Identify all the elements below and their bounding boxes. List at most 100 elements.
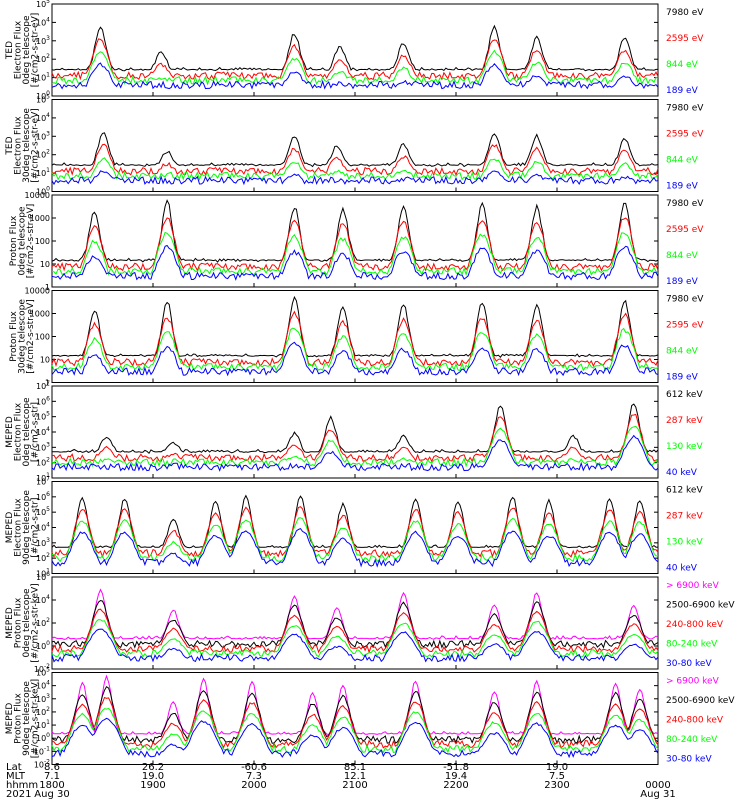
y-tick-label: 105: [36, 94, 50, 105]
legend-entry: 80-240 keV: [666, 640, 718, 650]
legend-entry: 844 eV: [666, 347, 699, 357]
x-annotation-hhmm: 2000: [241, 780, 266, 791]
y-axis-label: [#/cm2-s-str-eV]: [31, 108, 41, 183]
x-annotation-date: Aug 30: [34, 789, 69, 800]
series-line-1: [51, 588, 659, 640]
y-tick-label: 105: [36, 667, 50, 678]
panel-frame: [51, 576, 659, 670]
x-annotation-hhmm: 2100: [342, 780, 367, 791]
series-line-1: [51, 24, 658, 72]
row-label-hhmm: hhmm: [6, 780, 38, 791]
y-axis-label: TED: [5, 136, 15, 155]
y-tick-label: 103: [36, 441, 50, 452]
legend-entry: 40 keV: [666, 468, 698, 478]
series-line-3: [51, 231, 659, 277]
y-tick-label: 103: [36, 130, 50, 141]
y-axis-label: 0deg telescope: [22, 588, 32, 658]
series-line-3: [51, 608, 659, 654]
legend-entry: 40 keV: [666, 564, 698, 574]
x-annotation-mlt: 19.0: [142, 771, 164, 782]
y-axis-label: [#/cm2-s-str]: [31, 497, 41, 557]
row-label-lat: Lat: [6, 762, 22, 773]
y-axis-label: [#/cm2-s-str]: [31, 402, 41, 462]
y-tick-label: 1000: [30, 214, 50, 223]
y-axis-label: Proton Flux: [14, 597, 24, 648]
y-axis-label: TED: [5, 41, 15, 60]
series-line-3: [51, 157, 659, 182]
y-tick-label: 104: [36, 426, 50, 437]
y-tick-label: 1000: [30, 310, 50, 319]
x-annotation-mlt: 7.5: [549, 771, 565, 782]
legend-entry: 189 eV: [666, 277, 699, 287]
y-tick-label: 101: [36, 719, 50, 730]
y-axis-label: 90deg telescope: [22, 490, 32, 565]
panel-frame: [51, 672, 659, 765]
y-tick-label: 105: [36, 411, 50, 422]
y-tick-label: 104: [36, 522, 50, 533]
y-axis-label: 90deg telescope: [22, 681, 32, 756]
y-axis-label: Electron Flux: [14, 20, 24, 79]
series-line-2: [51, 599, 659, 649]
y-tick-label: 10-2: [34, 663, 50, 674]
x-annotation-lat: -60.6: [241, 762, 267, 773]
x-annotation-lat: 19.0: [546, 762, 568, 773]
x-annotation-hhmm: 2200: [443, 780, 468, 791]
series-line-5: [51, 717, 659, 759]
legend-entry: 189 eV: [666, 373, 699, 383]
legend-entry: 7980 eV: [666, 295, 704, 305]
x-annotation-mlt: 7.1: [44, 771, 60, 782]
legend-entry: 7980 eV: [666, 8, 704, 18]
legend-entry: 2595 eV: [666, 321, 704, 331]
legend-entry: 2595 eV: [666, 130, 704, 140]
y-tick-label: 103: [36, 537, 50, 548]
y-tick-label: 100: [36, 732, 50, 743]
x-annotation-date: Aug 31: [640, 789, 675, 800]
legend-entry: 189 eV: [666, 182, 699, 192]
y-tick-label: 10000: [25, 191, 50, 200]
y-tick-label: 100: [36, 90, 50, 101]
y-tick-label: 102: [36, 149, 50, 160]
y-tick-label: 101: [36, 568, 50, 579]
x-annotation-hhmm: 1900: [140, 780, 165, 791]
legend-entry: 130 keV: [666, 538, 703, 548]
series-line-4: [51, 170, 659, 186]
legend-entry: 287 keV: [666, 512, 703, 522]
legend-entry: 612 keV: [666, 486, 703, 496]
row-label-year: 2021: [6, 789, 31, 800]
x-annotation-lat: -51.8: [443, 762, 469, 773]
y-axis-label: [#/cm2-s-str-eV]: [31, 13, 41, 88]
legend-entry: 2595 eV: [666, 225, 704, 235]
series-line-3: [51, 327, 659, 372]
y-axis-label: MEPED: [5, 703, 15, 735]
legend-entry: 612 keV: [666, 390, 703, 400]
series-line-4: [51, 434, 659, 472]
x-annotation-lat: 85.1: [344, 762, 366, 773]
series-line-1: [51, 132, 659, 168]
y-tick-label: 100: [35, 333, 50, 342]
y-axis-label: Proton Flux: [9, 311, 19, 362]
y-tick-label: 105: [36, 506, 50, 517]
y-axis-label: MEPED: [5, 416, 15, 448]
panel-frame: [51, 290, 659, 383]
y-axis-label: MEPED: [5, 512, 15, 544]
legend-entry: > 6900 keV: [666, 677, 720, 687]
y-tick-label: 100: [36, 186, 50, 197]
x-annotation-lat: 8.6: [44, 762, 60, 773]
y-axis-label: 0deg telescope: [18, 206, 28, 276]
series-line-1: [51, 295, 659, 358]
y-tick-label: 1: [45, 283, 50, 292]
y-axis-label: [#/cm2-s-str-eV]: [26, 299, 36, 374]
y-tick-label: 10: [40, 356, 50, 365]
y-tick-label: 106: [36, 491, 50, 502]
legend-entry: 240-800 keV: [666, 716, 724, 726]
legend-entry: 7980 eV: [666, 199, 704, 209]
y-tick-label: 10-2: [34, 759, 50, 770]
series-line-3: [51, 696, 659, 750]
series-line-4: [51, 527, 659, 568]
y-tick-label: 101: [36, 167, 50, 178]
